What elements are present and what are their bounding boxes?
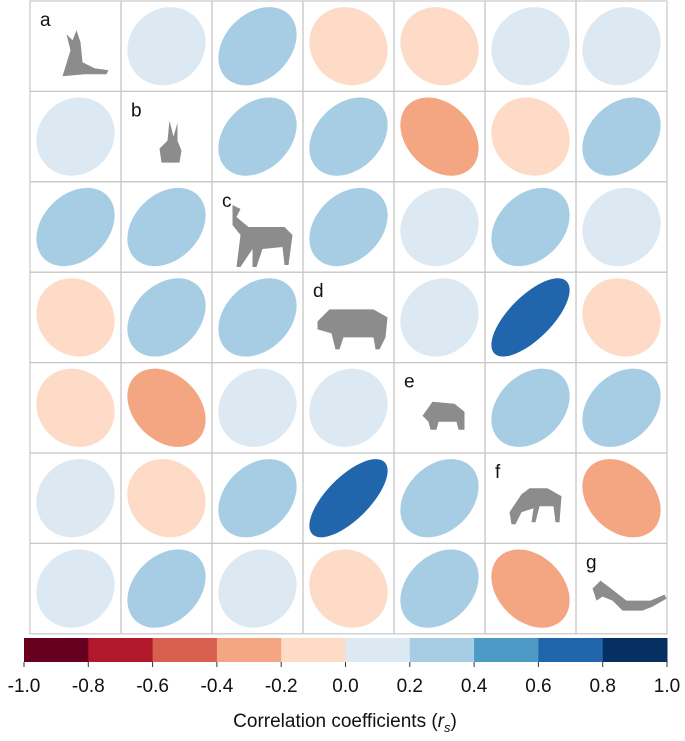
correlation-ellipse — [400, 187, 479, 267]
correlation-ellipse — [400, 459, 479, 538]
animal-icon — [317, 309, 388, 350]
correlation-ellipse — [309, 549, 388, 628]
correlation-ellipse — [491, 549, 570, 628]
correlation-ellipse — [582, 278, 661, 357]
tick-label: 0.0 — [332, 676, 358, 697]
colorbar-bin — [409, 638, 475, 662]
correlation-ellipse — [309, 7, 388, 86]
colorbar-bin — [24, 638, 89, 662]
correlation-ellipse — [491, 187, 570, 267]
correlation-ellipse — [127, 7, 206, 86]
correlation-ellipse — [582, 97, 661, 176]
correlation-ellipse — [491, 7, 570, 86]
tick-label: -0.2 — [265, 676, 298, 697]
tick-label: -0.4 — [201, 676, 234, 697]
correlation-ellipse — [36, 368, 115, 447]
colorbar-bin — [152, 638, 218, 662]
variable-label: g — [586, 552, 597, 573]
tick-label: 1.0 — [654, 676, 680, 697]
animal-icon — [62, 30, 109, 77]
animal-icon — [232, 205, 293, 267]
correlation-ellipse — [218, 459, 297, 538]
colorbar-bin — [345, 638, 411, 662]
colorbar-bin — [216, 638, 282, 662]
correlation-ellipse — [127, 368, 206, 447]
correlation-ellipse — [309, 368, 388, 447]
animal-icon — [509, 488, 562, 525]
variable-label: b — [131, 100, 142, 121]
correlation-ellipse — [218, 549, 297, 628]
correlation-ellipse — [36, 97, 115, 176]
correlation-ellipse — [218, 7, 297, 86]
cell — [575, 542, 668, 635]
correlation-ellipse — [218, 278, 297, 357]
label-subscript: s — [444, 720, 451, 735]
correlation-ellipse — [582, 368, 661, 447]
correlation-ellipse — [491, 368, 570, 447]
correlation-ellipse — [218, 368, 297, 447]
correlation-ellipse — [309, 187, 388, 267]
correlation-ellipse — [400, 97, 479, 176]
animal-icon — [159, 120, 182, 163]
correlation-ellipse — [36, 549, 115, 628]
colorbar-bin — [602, 638, 668, 662]
animal-icon — [592, 580, 667, 611]
variable-label: a — [40, 10, 51, 31]
colorbar-bin — [474, 638, 539, 662]
animal-icon — [422, 401, 465, 430]
variable-label: c — [222, 191, 232, 212]
correlation-ellipse — [582, 7, 661, 86]
colorbar-bin — [281, 638, 346, 662]
correlation-ellipse — [309, 97, 388, 176]
tick-label: -1.0 — [8, 676, 41, 697]
correlation-ellipse — [491, 278, 570, 357]
variable-label: f — [495, 462, 501, 483]
tick-label: 0.6 — [525, 676, 551, 697]
correlation-ellipse — [36, 187, 115, 267]
label-text: Correlation coefficients ( — [233, 711, 438, 732]
colorbar-label: Correlation coefficients (rs) — [233, 711, 457, 735]
tick-label: -0.8 — [72, 676, 105, 697]
tick-label: -0.6 — [136, 676, 169, 697]
correlation-ellipse — [582, 459, 661, 538]
colorbar-bin — [538, 638, 604, 662]
label-text: ) — [451, 711, 457, 732]
correlation-ellipse — [309, 459, 388, 538]
correlation-ellipse — [127, 278, 206, 357]
correlation-ellipse — [36, 278, 115, 357]
correlation-ellipse — [491, 97, 570, 176]
correlation-ellipse — [218, 97, 297, 176]
tick-label: 0.4 — [461, 676, 488, 697]
correlation-ellipse — [400, 549, 479, 628]
colorbar-bin — [88, 638, 154, 662]
correlation-ellipse — [400, 7, 479, 86]
correlation-ellipse — [127, 187, 206, 267]
correlation-ellipse — [127, 549, 206, 628]
variable-label: d — [313, 281, 324, 302]
correlation-ellipse — [400, 278, 479, 357]
variable-label: e — [404, 372, 415, 393]
tick-label: 0.2 — [397, 676, 423, 697]
label-symbol: r — [438, 711, 445, 732]
correlation-ellipse — [582, 187, 661, 267]
correlation-ellipse — [127, 459, 206, 538]
correlation-ellipse — [36, 459, 115, 538]
tick-label: 0.8 — [589, 676, 615, 697]
